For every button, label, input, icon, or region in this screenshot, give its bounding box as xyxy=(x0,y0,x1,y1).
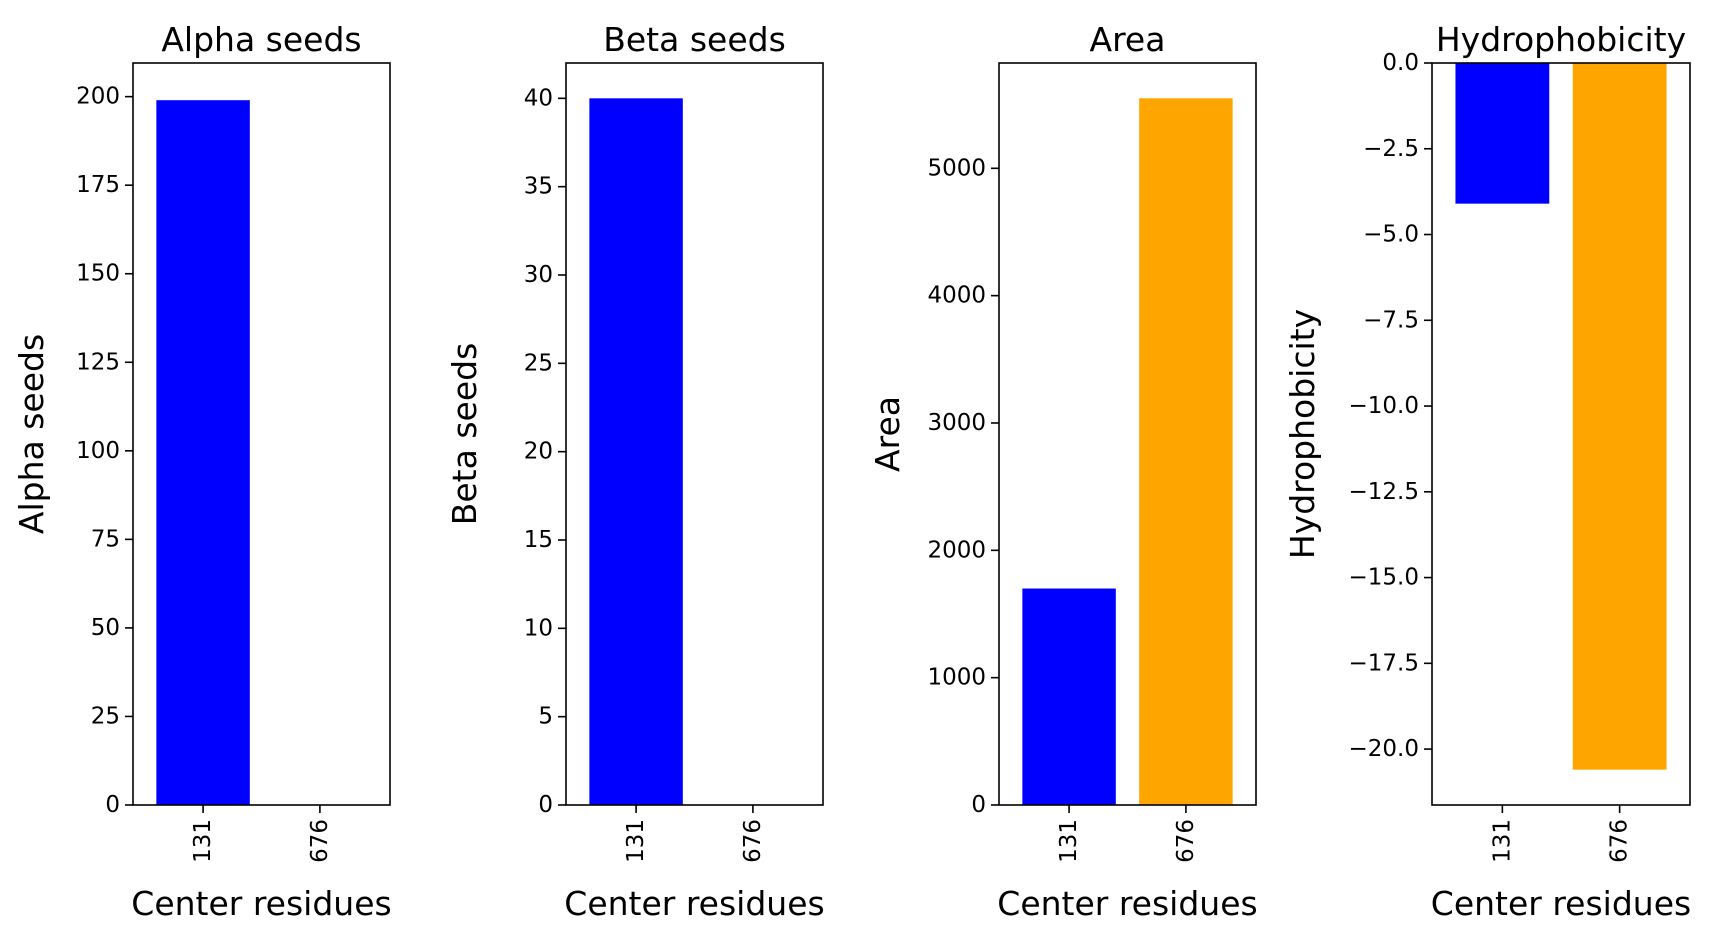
ytick-label: 150 xyxy=(76,261,120,287)
ytick-label: −2.5 xyxy=(1363,136,1419,162)
ytick-label: −7.5 xyxy=(1363,307,1419,333)
bar-131 xyxy=(1022,588,1116,805)
subplot-3: 0 1000 2000 3000 4000 5000 131 676 Area Center re… xyxy=(868,20,1258,923)
axes-frame xyxy=(565,62,824,806)
xtick-label: 131 xyxy=(1056,819,1082,863)
axes-frame xyxy=(132,62,391,806)
xtick-label: 131 xyxy=(623,819,649,863)
ytick-label: 40 xyxy=(524,85,553,111)
xtick-label: 676 xyxy=(1607,819,1633,863)
ytick-label: 0.0 xyxy=(1382,50,1419,76)
y-axis-label: Beta seeds xyxy=(445,343,484,526)
ytick-label: 15 xyxy=(524,527,553,553)
subplot-title: Alpha seeds xyxy=(161,20,361,59)
ytick-label: −12.5 xyxy=(1349,479,1419,505)
ytick-label: 100 xyxy=(76,438,120,464)
subplot-2: 0 5 10 15 20 25 30 35 40 131 676 Beta seeds Center r… xyxy=(445,20,825,923)
ytick-label: 20 xyxy=(524,439,553,465)
axes-frame xyxy=(1431,62,1691,806)
ytick-label: 75 xyxy=(91,526,120,552)
ytick-label: 5000 xyxy=(927,155,986,181)
ytick-label: 175 xyxy=(76,172,120,198)
ytick-label: 0 xyxy=(971,792,986,818)
ytick-label: 2000 xyxy=(927,537,986,563)
subplot-title: Area xyxy=(1090,20,1166,59)
bar-131 xyxy=(589,98,683,806)
ytick-label: −20.0 xyxy=(1349,736,1419,762)
subplot-1: 0 25 50 75 100 125 150 175 200 131 676 Alpha seeds C… xyxy=(12,20,392,923)
x-axis-label: Center residues xyxy=(131,884,391,923)
ytick-label: 30 xyxy=(524,262,553,288)
subplot-title: Beta seeds xyxy=(603,20,786,59)
bar-131 xyxy=(156,100,250,806)
y-axis-label: Area xyxy=(868,396,907,472)
ytick-label: 3000 xyxy=(927,410,986,436)
ytick-label: −15.0 xyxy=(1349,565,1419,591)
xtick-label: 131 xyxy=(1489,819,1515,863)
ytick-label: −17.5 xyxy=(1349,650,1419,676)
ytick-label: 25 xyxy=(524,350,553,376)
ytick-label: 10 xyxy=(524,615,553,641)
xtick-label: 131 xyxy=(190,819,216,863)
xtick-label: 676 xyxy=(740,819,766,863)
y-axis-label: Alpha seeds xyxy=(12,334,51,534)
ytick-label: 35 xyxy=(524,174,553,200)
ytick-label: 1000 xyxy=(927,665,986,691)
x-axis-label: Center residues xyxy=(564,884,824,923)
subplot-title: Hydrophobicity xyxy=(1436,20,1686,59)
ytick-label: 0 xyxy=(538,792,553,818)
ytick-label: 50 xyxy=(91,615,120,641)
ytick-label: 200 xyxy=(76,84,120,110)
ytick-label: 4000 xyxy=(927,283,986,309)
bar-676 xyxy=(1572,63,1667,770)
ytick-label: 0 xyxy=(105,792,120,818)
xtick-label: 676 xyxy=(1173,819,1199,863)
ytick-label: −5.0 xyxy=(1363,222,1419,248)
bar-676 xyxy=(1139,98,1233,805)
ytick-label: −10.0 xyxy=(1349,393,1419,419)
bar-131 xyxy=(1455,63,1550,204)
subplot-4: 0.0 −2.5 −5.0 −7.5 −10.0 −12.5 −15.0 −17.5 −20.0… xyxy=(1283,20,1691,923)
y-axis-label: Hydrophobicity xyxy=(1283,309,1322,559)
ytick-label: 5 xyxy=(538,704,553,730)
x-axis-label: Center residues xyxy=(997,884,1257,923)
x-axis-label: Center residues xyxy=(1431,884,1691,923)
ytick-label: 125 xyxy=(76,349,120,375)
xtick-label: 676 xyxy=(307,819,333,863)
ytick-label: 25 xyxy=(91,703,120,729)
axes-frame xyxy=(998,62,1257,806)
